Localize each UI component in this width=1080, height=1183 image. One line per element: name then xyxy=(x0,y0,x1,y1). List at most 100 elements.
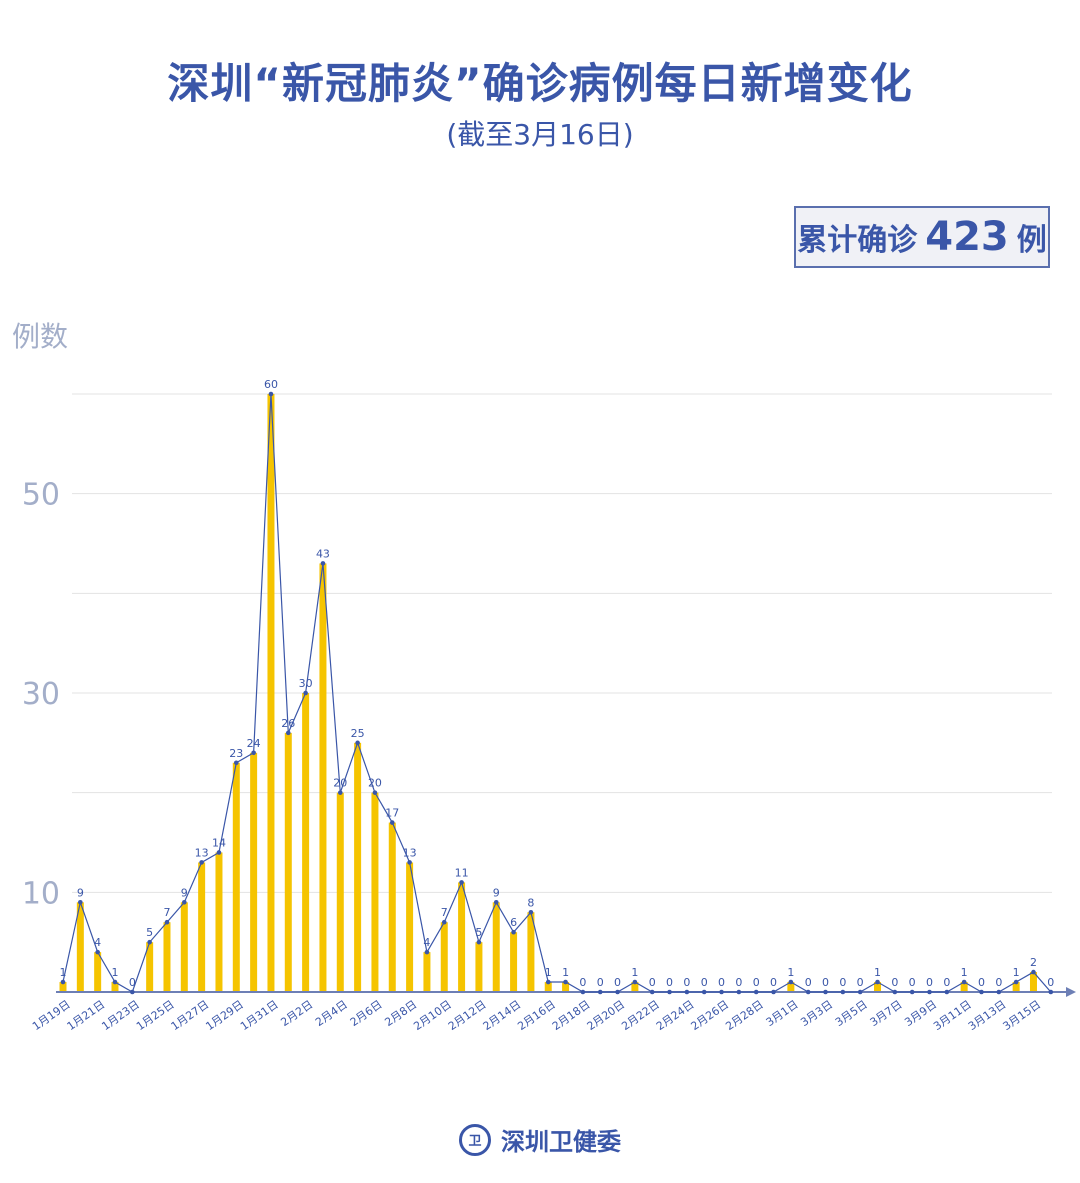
data-label: 0 xyxy=(597,976,604,989)
bar xyxy=(440,922,448,992)
bar xyxy=(510,932,518,992)
data-point xyxy=(719,989,724,995)
x-tick-label: 3月11日 xyxy=(931,998,974,1033)
x-tick-label: 1月29日 xyxy=(203,998,246,1033)
footer-org: 深圳卫健委 xyxy=(501,1128,621,1156)
bar xyxy=(302,693,310,992)
x-tick-label: 1月27日 xyxy=(169,998,212,1033)
data-label: 43 xyxy=(316,547,330,560)
data-label: 13 xyxy=(403,846,417,859)
chart-subtitle: (截至3月16日) xyxy=(446,118,634,151)
bar xyxy=(371,792,379,992)
data-point xyxy=(632,979,638,985)
data-point xyxy=(944,989,950,995)
y-tick-label: 10 xyxy=(22,876,60,911)
data-label: 24 xyxy=(247,737,261,750)
x-tick-label: 1月25日 xyxy=(134,998,177,1033)
data-label: 1 xyxy=(961,966,968,979)
data-label: 23 xyxy=(229,747,243,760)
x-tick-label: 3月13日 xyxy=(966,998,1009,1033)
data-point xyxy=(545,979,551,985)
x-tick-label: 1月31日 xyxy=(238,998,281,1033)
data-label: 0 xyxy=(891,976,898,989)
bar xyxy=(562,982,570,992)
data-label: 30 xyxy=(299,677,313,690)
data-point xyxy=(268,391,274,397)
data-point xyxy=(303,690,308,696)
data-point xyxy=(424,949,430,955)
total-number: 423 xyxy=(925,214,1009,260)
x-tick-label: 1月19日 xyxy=(30,998,73,1033)
data-point xyxy=(285,730,291,736)
bar xyxy=(94,952,102,992)
bar xyxy=(336,792,344,992)
data-label: 0 xyxy=(995,976,1002,989)
data-point xyxy=(216,850,222,855)
data-point xyxy=(909,989,915,995)
bar xyxy=(215,852,223,992)
data-point xyxy=(476,939,482,945)
data-label: 4 xyxy=(94,936,101,949)
data-label: 1 xyxy=(787,966,794,979)
data-point xyxy=(823,989,828,995)
data-point xyxy=(1048,989,1054,995)
x-tick-label: 2月4日 xyxy=(313,998,350,1029)
data-point xyxy=(649,989,655,995)
x-tick-label: 2月26日 xyxy=(689,998,732,1033)
bar xyxy=(388,822,396,992)
data-label: 0 xyxy=(649,976,656,989)
total-confirmed-box: 累计确诊 423 例 xyxy=(794,206,1050,268)
bar xyxy=(631,982,639,992)
data-label: 1 xyxy=(111,966,118,979)
bar xyxy=(76,902,84,992)
x-tick-label: 1月23日 xyxy=(99,998,142,1033)
data-label: 1 xyxy=(631,966,638,979)
data-label: 0 xyxy=(129,976,136,989)
x-tick-label: 2月20日 xyxy=(585,998,628,1033)
bar xyxy=(59,982,67,992)
x-tick-label: 3月15日 xyxy=(1001,998,1044,1033)
bar xyxy=(111,982,119,992)
data-point xyxy=(805,989,811,995)
bar xyxy=(458,882,466,992)
data-label: 9 xyxy=(181,886,188,899)
bar xyxy=(354,742,362,992)
data-point xyxy=(597,989,603,995)
data-point xyxy=(667,989,672,995)
data-point xyxy=(251,750,256,756)
bar xyxy=(423,952,431,992)
data-point xyxy=(147,939,152,945)
bar xyxy=(406,862,414,992)
x-tick-label: 3月5日 xyxy=(833,998,870,1029)
data-point xyxy=(441,919,447,925)
data-label: 0 xyxy=(909,976,916,989)
data-point xyxy=(736,989,742,995)
data-point xyxy=(857,989,863,995)
data-label: 0 xyxy=(839,976,846,989)
data-label: 17 xyxy=(385,807,399,820)
data-point xyxy=(199,860,204,865)
y-tick-label: 30 xyxy=(22,677,60,712)
bar xyxy=(492,902,500,992)
data-label: 26 xyxy=(281,717,295,730)
data-label: 20 xyxy=(333,777,347,790)
bar xyxy=(1029,972,1037,992)
bar xyxy=(960,982,968,992)
data-label: 0 xyxy=(753,976,760,989)
bar xyxy=(787,982,795,992)
data-label: 0 xyxy=(822,976,829,989)
total-suffix: 例 xyxy=(1016,223,1047,258)
data-label: 0 xyxy=(943,976,950,989)
bar xyxy=(267,394,275,992)
data-label: 0 xyxy=(701,976,708,989)
data-point xyxy=(771,989,776,995)
data-point xyxy=(979,989,984,995)
data-point xyxy=(112,979,118,985)
data-point xyxy=(875,979,880,985)
data-point xyxy=(927,989,932,995)
data-label: 25 xyxy=(351,727,365,740)
bar xyxy=(250,752,258,992)
data-label: 0 xyxy=(805,976,812,989)
x-tick-label: 2月14日 xyxy=(481,998,524,1033)
x-tick-label: 2月18日 xyxy=(550,998,593,1033)
